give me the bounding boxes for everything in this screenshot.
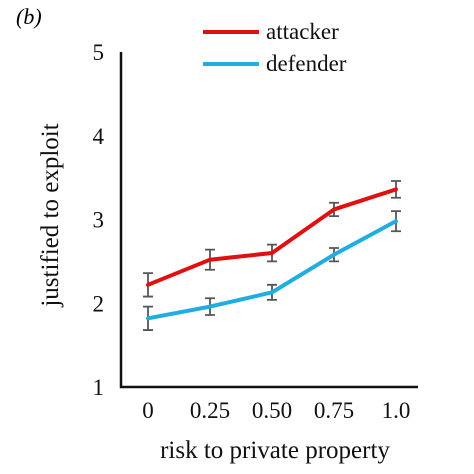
chart-axes	[119, 52, 418, 389]
series-line-attacker	[146, 187, 398, 287]
series-lines	[146, 187, 398, 321]
y-tick-label: 4	[93, 124, 105, 149]
x-tick-label: 0.50	[252, 398, 292, 423]
y-tick-label: 5	[93, 40, 105, 65]
series-line-defender	[146, 219, 398, 321]
y-axis-ticks: 1 2 3 4 5	[93, 40, 105, 400]
x-axis-ticks: 0 0.25 0.50 0.75 1.0	[142, 398, 410, 423]
x-tick-label: 0.25	[190, 398, 230, 423]
y-tick-label: 3	[93, 208, 105, 233]
legend-label-defender: defender	[266, 51, 347, 76]
x-axis-title: risk to private property	[160, 437, 390, 464]
x-tick-label: 0	[142, 398, 154, 423]
x-tick-label: 1.0	[382, 398, 411, 423]
x-tick-label: 0.75	[314, 398, 354, 423]
legend: attacker defender	[203, 19, 347, 76]
y-axis-title: justified to exploit	[37, 123, 64, 307]
y-tick-label: 1	[93, 375, 105, 400]
error-bars	[143, 180, 401, 331]
y-tick-label: 2	[93, 291, 105, 316]
legend-label-attacker: attacker	[266, 19, 339, 44]
panel-label: (b)	[16, 4, 42, 29]
